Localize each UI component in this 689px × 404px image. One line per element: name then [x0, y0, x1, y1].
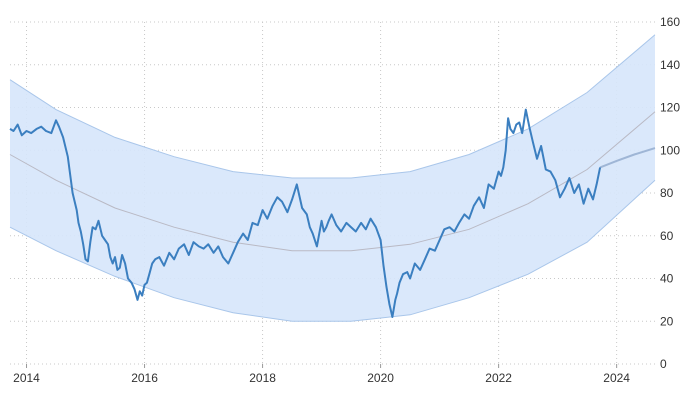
y-tick-label: 100	[660, 143, 680, 157]
band-upper-edge	[9, 34, 656, 179]
y-tick-label: 120	[660, 101, 680, 115]
price-line	[9, 108, 602, 318]
forecast-line	[599, 147, 656, 169]
y-tick-label: 80	[660, 186, 674, 200]
y-tick-label: 60	[660, 229, 674, 243]
y-tick-label: 160	[660, 15, 680, 29]
x-tick-label: 2022	[485, 371, 512, 385]
x-tick-label: 2014	[13, 371, 40, 385]
x-tick-label: 2020	[367, 371, 394, 385]
y-axis: 0 20 40 60 80 100 120 140 160	[660, 15, 680, 371]
y-tick-label: 0	[660, 357, 667, 371]
x-tick-label: 2018	[249, 371, 276, 385]
band-lower-edge	[9, 179, 656, 322]
x-tick-label: 2024	[603, 371, 630, 385]
y-tick-label: 140	[660, 58, 680, 72]
x-axis: 2014 2016 2018 2020 2022 2024	[13, 364, 630, 385]
y-tick-label: 20	[660, 314, 674, 328]
x-tick-label: 2016	[131, 371, 158, 385]
y-tick-label: 40	[660, 272, 674, 286]
trend-line	[9, 111, 656, 252]
